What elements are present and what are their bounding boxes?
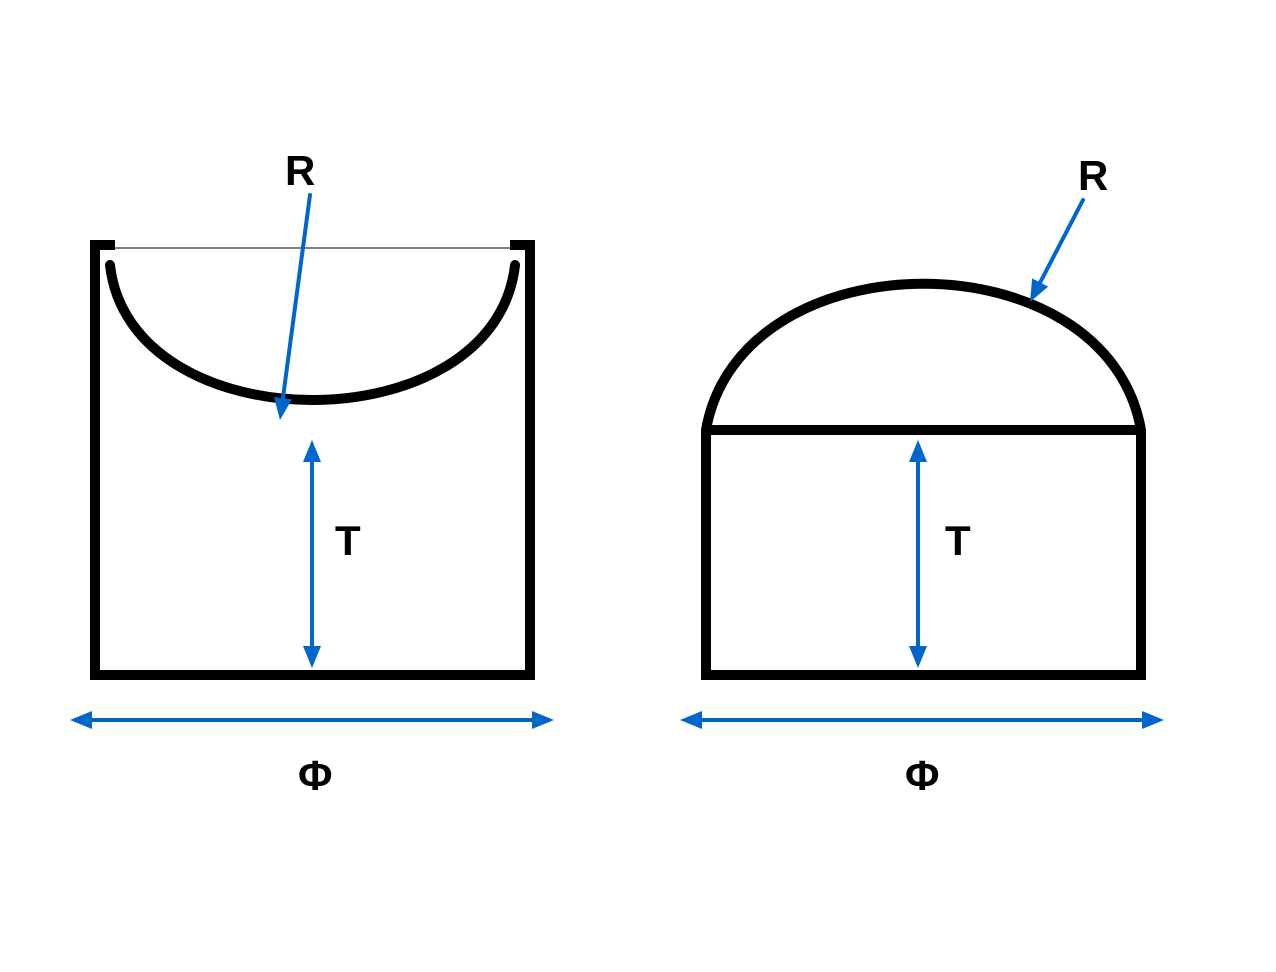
left-R-label: R: [285, 147, 315, 194]
right-Phi-label: Φ: [905, 752, 939, 799]
diagram-canvas: R T Φ R T Φ: [0, 0, 1276, 972]
right-figure: [680, 200, 1164, 729]
left-T-label: T: [335, 517, 361, 564]
right-R-label: R: [1078, 152, 1108, 199]
left-Phi-label: Φ: [298, 752, 332, 799]
right-T-label: T: [945, 517, 971, 564]
left-figure: [70, 195, 554, 729]
